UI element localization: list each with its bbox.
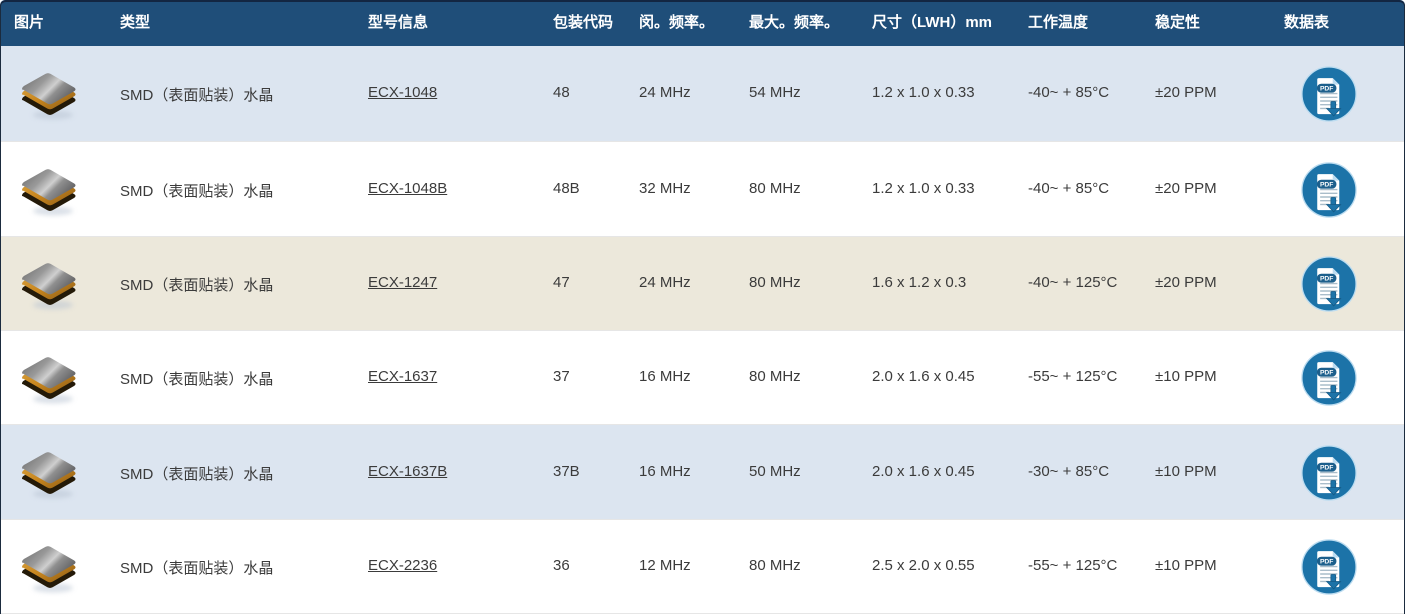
svg-text:PDF: PDF: [1320, 370, 1333, 377]
svg-text:PDF: PDF: [1320, 86, 1333, 93]
svg-text:PDF: PDF: [1320, 464, 1333, 471]
svg-text:PDF: PDF: [1320, 559, 1333, 566]
svg-text:PDF: PDF: [1320, 181, 1333, 188]
svg-text:PDF: PDF: [1320, 276, 1333, 283]
